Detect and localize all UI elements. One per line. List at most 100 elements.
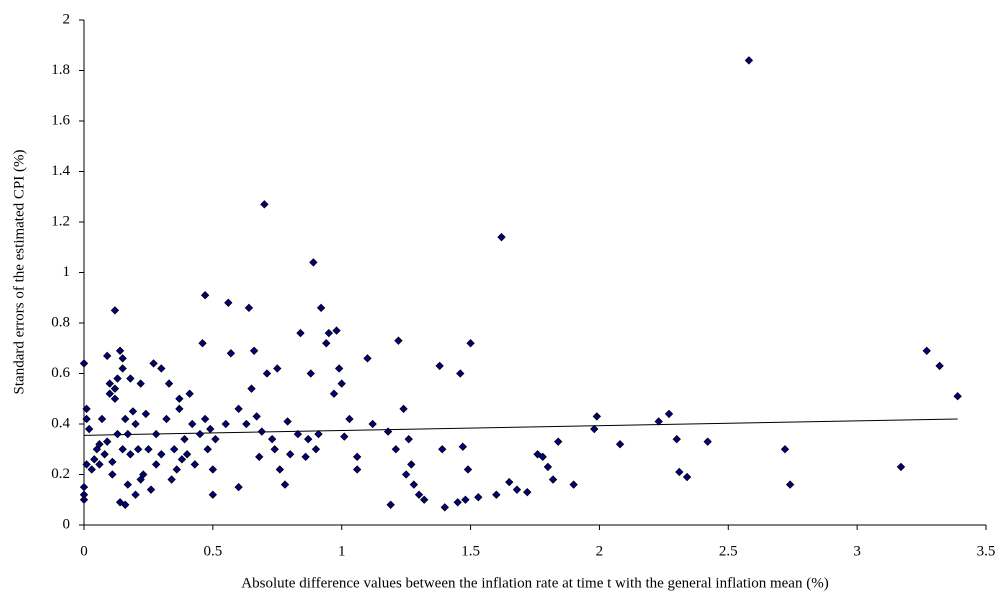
x-tick-label: 2 — [596, 543, 604, 559]
point — [118, 445, 127, 454]
point — [242, 419, 251, 429]
point — [100, 450, 109, 459]
point — [453, 498, 462, 507]
point — [440, 503, 449, 512]
point — [456, 369, 465, 378]
y-tick-label: 1 — [63, 264, 71, 280]
point — [95, 460, 104, 469]
point — [79, 495, 89, 504]
point — [386, 500, 395, 509]
point — [409, 480, 419, 489]
y-tick-label: 0.6 — [51, 365, 70, 381]
point — [404, 434, 413, 444]
point — [543, 462, 553, 472]
point — [497, 232, 506, 242]
point — [247, 384, 256, 393]
point — [332, 326, 341, 335]
point — [340, 432, 349, 441]
point — [84, 424, 94, 434]
point — [139, 470, 148, 479]
point — [108, 457, 117, 467]
point — [208, 490, 218, 499]
point — [353, 452, 362, 461]
point — [682, 472, 692, 482]
point — [306, 369, 315, 378]
point — [79, 482, 89, 492]
point — [234, 482, 243, 492]
point — [664, 409, 674, 419]
point — [363, 354, 372, 363]
point — [548, 475, 558, 484]
point — [461, 495, 470, 504]
point — [523, 488, 532, 497]
point — [87, 465, 96, 474]
point — [182, 450, 192, 459]
point — [275, 465, 285, 474]
point — [190, 460, 199, 469]
point — [110, 394, 120, 403]
point — [391, 445, 400, 454]
x-tick-label: 3.5 — [977, 543, 996, 559]
point — [953, 392, 962, 401]
point — [113, 429, 122, 439]
point — [463, 465, 473, 474]
point — [95, 440, 104, 449]
point — [314, 429, 323, 439]
y-tick-label: 1.4 — [51, 163, 70, 179]
point — [208, 465, 218, 474]
point — [304, 434, 313, 444]
point — [286, 450, 295, 459]
point — [131, 490, 140, 499]
point — [121, 500, 130, 509]
point — [329, 389, 339, 398]
point — [126, 374, 135, 383]
point — [141, 409, 151, 419]
point — [438, 445, 447, 454]
point — [435, 361, 444, 371]
point — [255, 452, 264, 461]
point — [221, 419, 230, 429]
y-tick-label: 0.2 — [51, 466, 70, 482]
point — [211, 434, 220, 444]
point — [337, 379, 346, 388]
point — [149, 359, 158, 368]
point — [383, 427, 393, 436]
point — [703, 437, 712, 446]
point — [226, 349, 236, 358]
point — [675, 467, 684, 477]
point — [935, 361, 944, 371]
point — [316, 303, 326, 313]
point — [311, 445, 321, 454]
point — [744, 56, 754, 65]
point — [162, 414, 171, 424]
point — [90, 455, 99, 464]
point — [368, 419, 377, 429]
point — [200, 291, 210, 300]
point — [198, 339, 207, 348]
point — [322, 339, 331, 348]
point — [136, 379, 145, 388]
point — [103, 351, 112, 360]
point — [115, 346, 125, 355]
point — [180, 434, 189, 444]
point — [922, 346, 931, 355]
point — [123, 429, 132, 439]
point — [133, 445, 143, 454]
point — [492, 490, 501, 499]
point — [177, 455, 187, 464]
point — [896, 462, 906, 472]
point — [399, 404, 408, 414]
trend-line — [83, 418, 958, 436]
point — [260, 200, 269, 209]
point — [458, 442, 468, 451]
point — [672, 434, 681, 444]
point — [505, 477, 514, 487]
point — [569, 480, 578, 489]
point — [262, 369, 272, 378]
point — [146, 485, 156, 494]
point — [474, 493, 483, 502]
point — [407, 460, 416, 469]
point — [121, 414, 130, 424]
point — [118, 364, 127, 373]
y-tick-label: 0.4 — [51, 415, 70, 431]
